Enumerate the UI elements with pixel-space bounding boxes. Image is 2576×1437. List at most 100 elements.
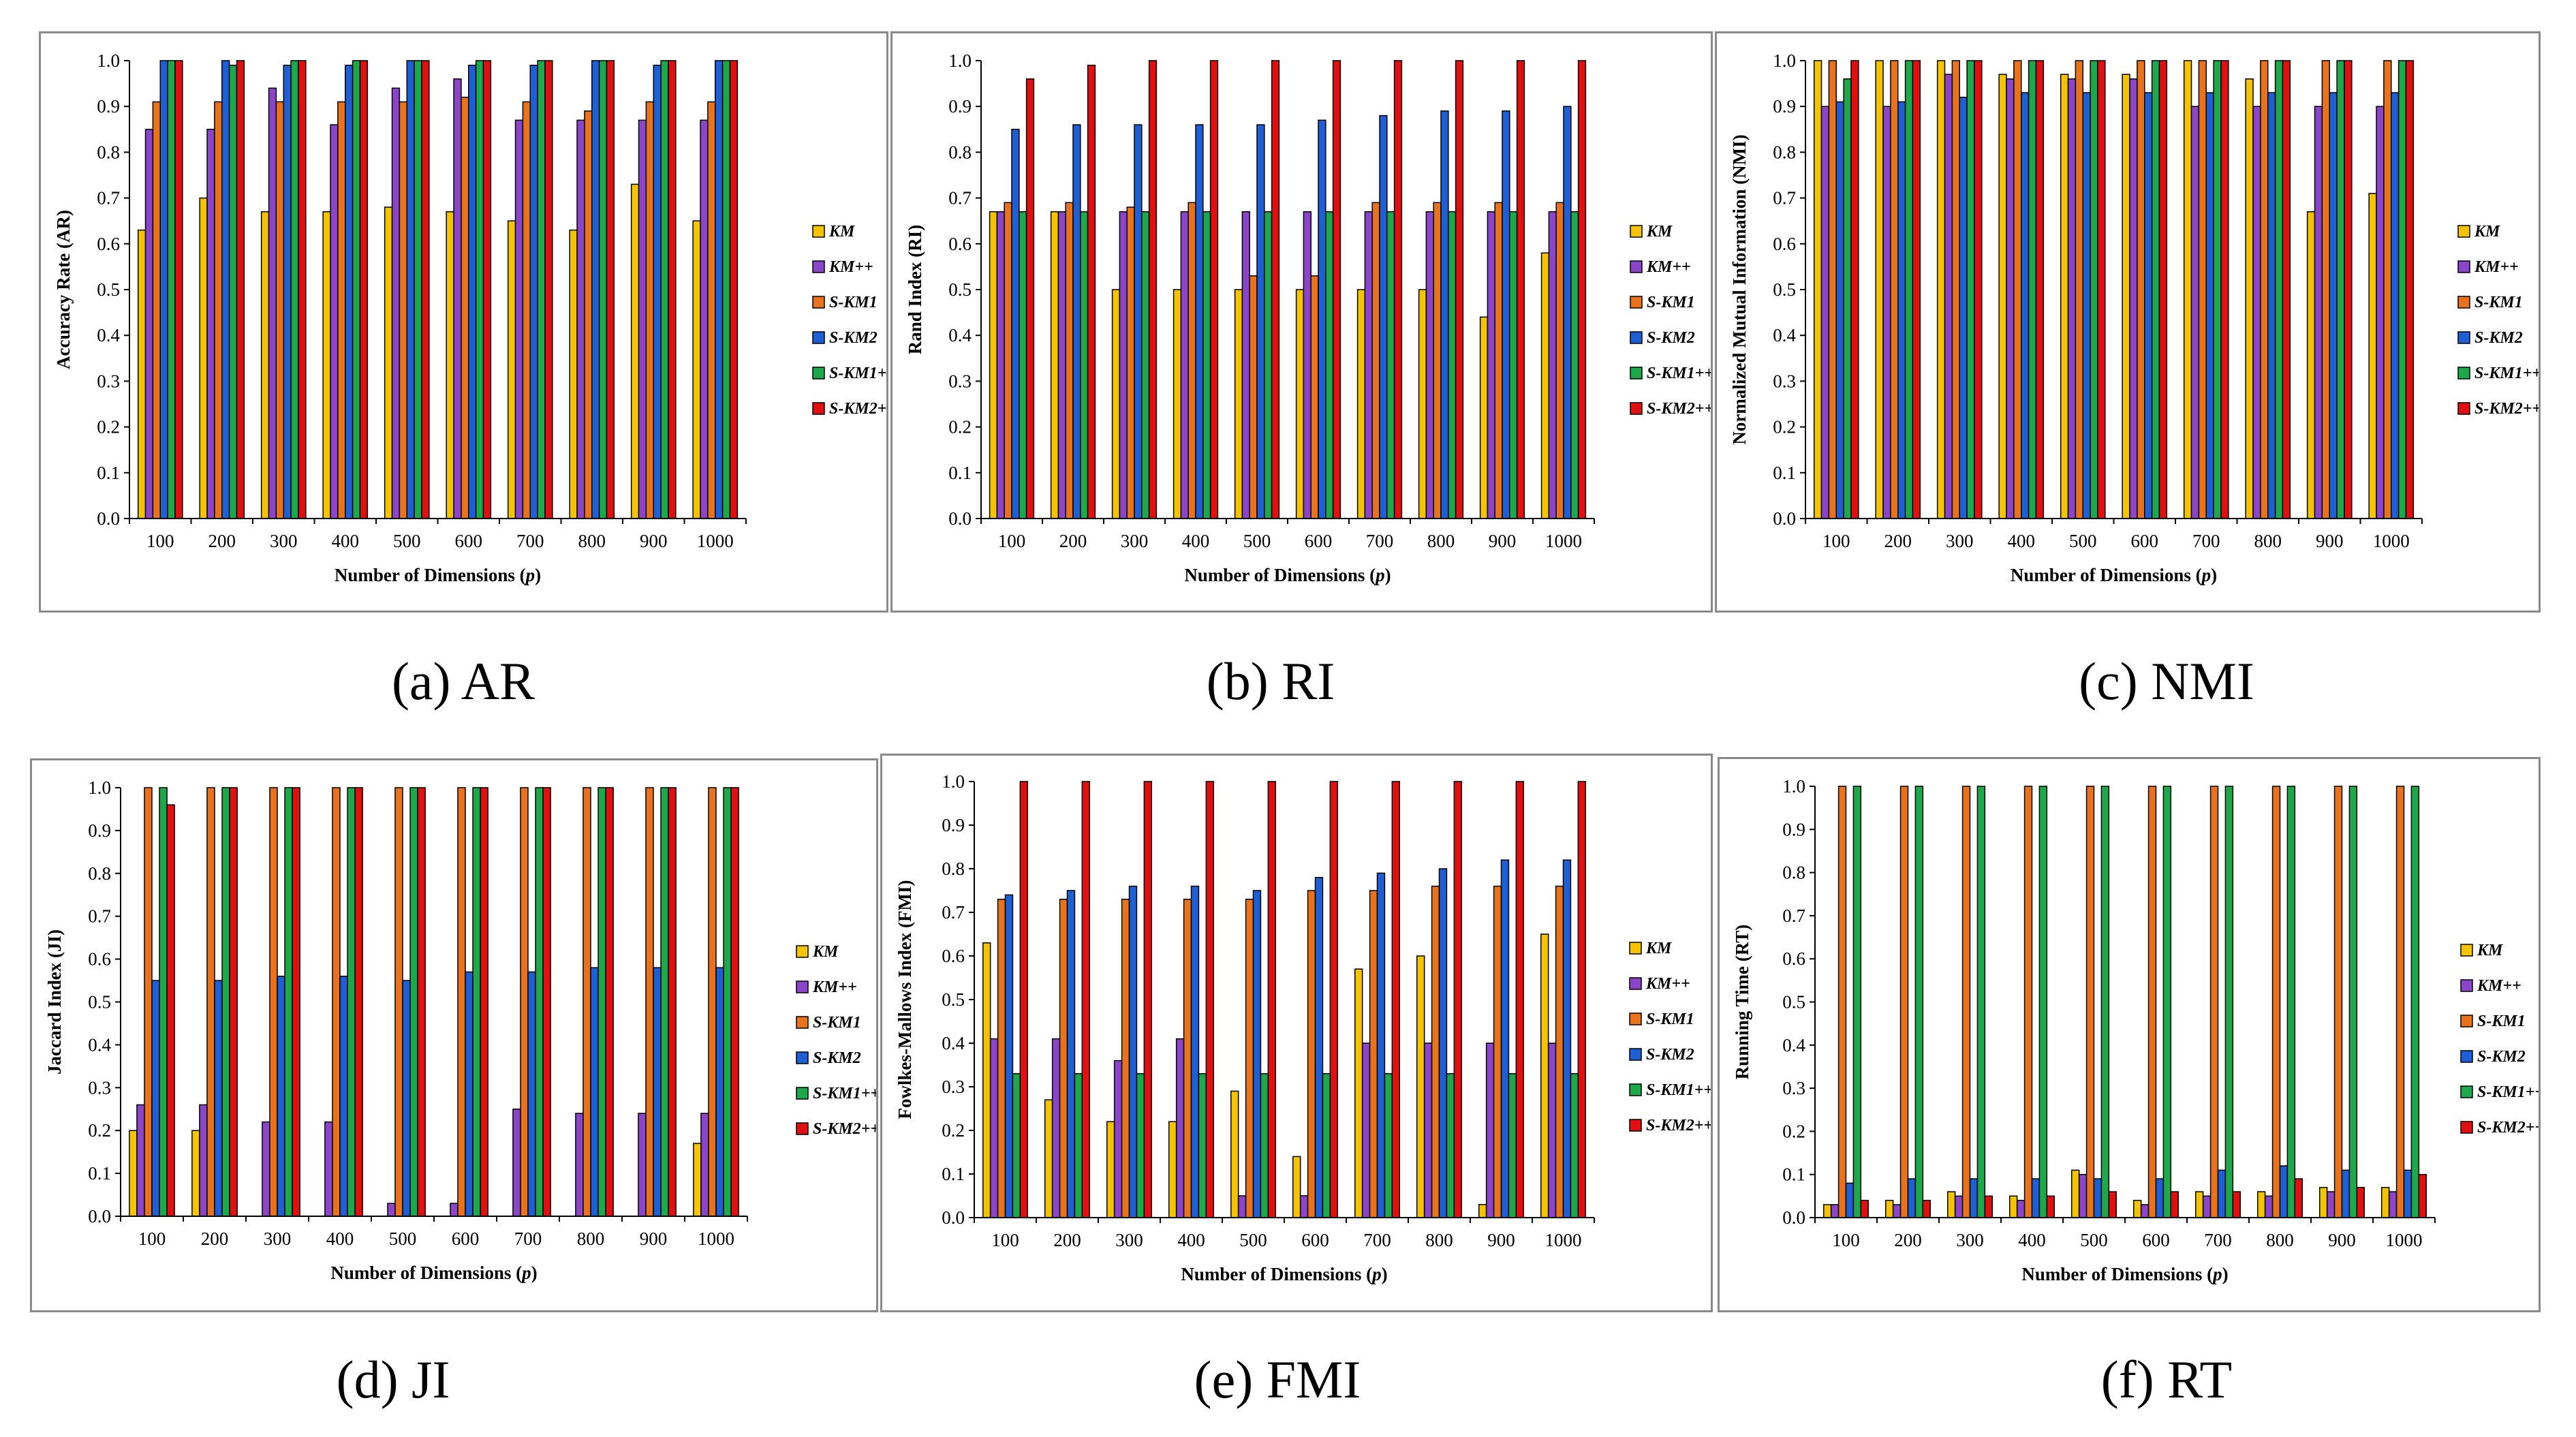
bar-s-km2pp-600 (2158, 60, 2168, 519)
x-tick-label: 800 (1425, 1230, 1453, 1250)
bar-s-km2-100 (1011, 129, 1020, 519)
bar-s-km2pp-900 (1516, 60, 1525, 519)
bar-s-km1-1000 (2395, 786, 2405, 1218)
bar-km-1000 (2380, 1186, 2390, 1218)
y-tick-label: 0.0 (1773, 508, 1796, 529)
bar-s-km1pp-800 (1446, 1073, 1455, 1218)
y-tick-label: 0.1 (97, 463, 120, 483)
bar-s-km2-200 (214, 980, 223, 1217)
x-tick-label: 800 (578, 531, 606, 551)
bar-s-km2pp-400 (1209, 60, 1219, 519)
y-tick-label: 0.5 (1773, 279, 1796, 300)
bar-s-km2-300 (283, 64, 292, 519)
x-tick-label: 100 (991, 1230, 1019, 1250)
bar-s-km2-800 (590, 967, 599, 1217)
bar-s-km2pp-700 (2220, 60, 2229, 519)
bar-s-km1-600 (1307, 890, 1316, 1218)
bar-kmpp-500 (1241, 211, 1250, 519)
bar-s-km2-800 (2267, 92, 2276, 519)
bar-kmpp-200 (1051, 1038, 1061, 1218)
bar-kmpp-100 (136, 1104, 145, 1217)
bar-s-km1-500 (1245, 899, 1254, 1218)
bar-s-km2pp-600 (482, 60, 492, 519)
bar-s-km1pp-500 (2090, 60, 2098, 519)
legend-swatch (1629, 977, 1642, 990)
bar-s-km1-300 (1961, 786, 1971, 1218)
x-tick-label: 100 (138, 1229, 166, 1249)
caption-rt: (f) RT (2100, 1350, 2233, 1409)
bar-s-km1-300 (1121, 899, 1130, 1218)
bar-s-km1pp-200 (1914, 786, 1924, 1218)
bar-kmpp-800 (575, 1113, 584, 1217)
bar-kmpp-500 (1237, 1195, 1247, 1218)
bar-s-km1-600 (457, 787, 466, 1217)
legend-swatch (1629, 942, 1642, 955)
bar-km-400 (1998, 74, 2007, 519)
y-tick-label: 0.7 (1773, 188, 1796, 208)
bar-km-900 (1479, 316, 1489, 519)
x-tick-label: 300 (264, 1229, 292, 1249)
bar-s-km1-500 (2085, 786, 2095, 1218)
bar-s-km1pp-100 (1019, 211, 1027, 519)
x-axis-title: Number of Dimensions (p) (335, 565, 541, 585)
x-tick-label: 800 (2254, 531, 2282, 551)
bar-km-200 (1050, 211, 1059, 519)
bar-kmpp-600 (2140, 1204, 2150, 1218)
bar-km-100 (129, 1130, 138, 1217)
y-axis-title: Fowlkes-Mallows Index (FMI) (895, 880, 915, 1119)
bar-s-km1-700 (520, 787, 529, 1217)
x-tick-label: 900 (640, 1229, 668, 1249)
bar-s-km1-1000 (707, 101, 716, 519)
y-tick-label: 0.9 (88, 820, 111, 841)
bar-km-1000 (1540, 933, 1549, 1218)
bar-s-km1-900 (2333, 786, 2343, 1218)
y-tick-label: 0.9 (97, 96, 120, 117)
bar-s-km2-600 (468, 64, 477, 519)
bar-s-km2pp-400 (354, 787, 363, 1217)
legend-label: S-KM2 (2474, 329, 2523, 347)
y-tick-label: 0.8 (97, 142, 120, 162)
bar-s-km1pp-300 (290, 60, 299, 519)
bar-km-700 (2183, 60, 2192, 519)
x-tick-label: 500 (393, 531, 421, 551)
bar-kmpp-400 (2006, 78, 2015, 519)
legend-swatch (2460, 1015, 2473, 1027)
legend-swatch (2460, 979, 2473, 992)
bar-kmpp-500 (387, 1203, 396, 1217)
y-tick-label: 0.6 (1773, 234, 1796, 254)
bar-s-km2-500 (2093, 1178, 2102, 1218)
bar-km-800 (1418, 289, 1427, 519)
bar-km-600 (2122, 74, 2130, 519)
bar-km-700 (1356, 289, 1366, 519)
legend-label: S-KM1 (1647, 294, 1695, 311)
x-tick-label: 800 (577, 1229, 605, 1249)
x-tick-label: 700 (2204, 1230, 2232, 1250)
bar-s-km2pp-1000 (729, 60, 739, 519)
bar-kmpp-200 (1892, 1204, 1902, 1218)
bar-kmpp-900 (1485, 1042, 1495, 1218)
bar-s-km1-300 (1951, 60, 1961, 519)
legend-label: S-KM2++ (1646, 1117, 1711, 1134)
x-tick-label: 200 (1059, 531, 1087, 551)
y-tick-label: 0.4 (1782, 1035, 1805, 1055)
bar-km-600 (2132, 1199, 2142, 1218)
bar-s-km2pp-400 (2035, 60, 2045, 519)
bar-s-km2-200 (1897, 101, 1906, 519)
bar-kmpp-100 (1820, 106, 1830, 519)
bar-kmpp-500 (2078, 1173, 2088, 1218)
x-axis-title: Number of Dimensions (p) (1184, 565, 1391, 585)
legend-swatch (1629, 1013, 1642, 1025)
bar-s-km2pp-500 (1271, 60, 1280, 519)
bar-s-km1pp-1000 (1570, 211, 1579, 519)
bar-km-100 (1813, 60, 1822, 519)
bar-km-1000 (693, 1143, 702, 1217)
bar-s-km2-400 (1195, 124, 1204, 519)
bar-s-km1pp-100 (167, 60, 176, 519)
bar-s-km1-300 (1126, 206, 1135, 519)
bar-kmpp-700 (514, 119, 524, 519)
bar-kmpp-200 (1882, 106, 1891, 519)
y-tick-label: 0.9 (942, 815, 965, 835)
y-tick-label: 1.0 (1773, 50, 1796, 71)
x-tick-label: 600 (455, 531, 483, 551)
y-tick-label: 0.4 (88, 1034, 111, 1055)
